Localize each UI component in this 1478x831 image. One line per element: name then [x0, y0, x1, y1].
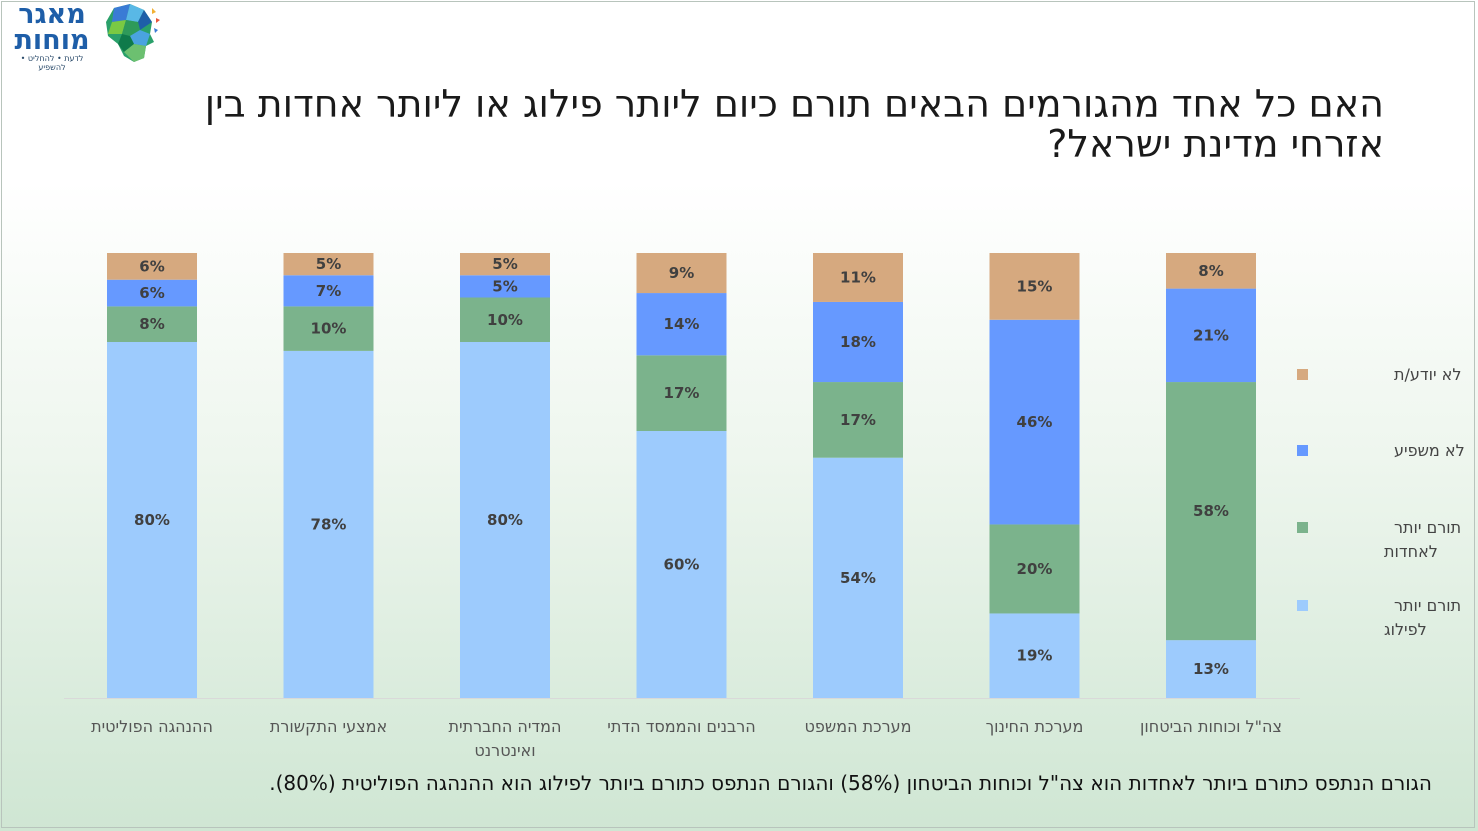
data-label: 54% [840, 569, 876, 587]
data-label: 80% [134, 511, 170, 529]
category-label: המדיה החברתית ואינטרנט [449, 717, 562, 760]
data-label: 19% [1017, 647, 1053, 665]
legend-swatch [1297, 522, 1308, 533]
data-label: 17% [840, 411, 876, 429]
data-label: 5% [492, 255, 517, 273]
bar-segment [813, 253, 903, 302]
data-label: 78% [311, 515, 347, 533]
data-label: 7% [316, 282, 341, 300]
bar-segment [989, 319, 1080, 525]
data-label: 9% [669, 264, 694, 282]
data-label: 58% [1193, 502, 1229, 520]
data-label: 14% [664, 315, 700, 333]
bar-segment [283, 350, 374, 698]
bar-segment [283, 275, 374, 307]
logo-name-line1: מאגר [18, 0, 86, 30]
bar-segment [636, 293, 727, 356]
bar-segment [1166, 382, 1256, 641]
bar-segment [813, 457, 903, 698]
maagar-mochot-logo: מאגר מוחות לדעת • להחליט • להשפיע [6, 0, 166, 72]
data-label: 80% [487, 511, 523, 529]
bar-segment [636, 253, 727, 294]
bar-segment [107, 253, 197, 280]
bar-segment [1166, 288, 1256, 383]
bar-segment [283, 306, 374, 351]
bar-segment [636, 355, 727, 431]
bar-segment [283, 253, 374, 276]
data-label: 21% [1193, 326, 1229, 344]
data-label: 6% [139, 284, 164, 302]
legend-label: לא משפיע [1394, 441, 1465, 460]
logo-name: מאגר מוחות [6, 0, 98, 56]
category-label: צה"ל וכוחות הביטחון [1140, 717, 1282, 736]
bar-segment [813, 301, 903, 383]
legend-label: תורם יותר לאחדות [1384, 518, 1461, 561]
category-label: מערכת המשפט [805, 717, 912, 736]
bar-segment [636, 431, 727, 698]
head-mosaic-icon [106, 4, 160, 62]
summary-text: הגורם הנתפס כתורם ביותר לאחדות הוא צה"ל … [269, 771, 1432, 795]
bar-segment [1166, 253, 1256, 289]
data-label: 60% [664, 556, 700, 574]
data-label: 10% [311, 320, 347, 338]
category-label: אמצעי התקשורת [270, 717, 387, 736]
data-label: 18% [840, 333, 876, 351]
bar-segment [460, 297, 550, 342]
data-label: 5% [492, 277, 517, 295]
bar-segment [107, 342, 197, 698]
bar-segment [989, 253, 1080, 320]
legend-swatch [1297, 600, 1308, 611]
bar-segment [460, 342, 550, 698]
bar-segment [1166, 640, 1256, 698]
bar-segment [460, 253, 550, 276]
bar-segment [989, 524, 1080, 614]
data-label: 11% [840, 268, 876, 286]
data-label: 6% [139, 257, 164, 275]
legend-label: תורם יותר לפילוג [1384, 596, 1461, 639]
legend-swatch [1297, 369, 1308, 380]
category-label: הרבנים והממסד הדתי [607, 717, 755, 736]
slide-title: האם כל אחד מהגורמים הבאים תורם כיום ליות… [204, 82, 1384, 166]
bar-segment [107, 279, 197, 307]
data-label: 10% [487, 311, 523, 329]
data-label: 46% [1017, 413, 1053, 431]
logo-tagline: לדעת • להחליט • להשפיע [20, 54, 84, 72]
legend-swatch [1297, 445, 1308, 456]
category-label: ההנהגה הפוליטית [91, 717, 213, 736]
data-label: 15% [1017, 277, 1053, 295]
bar-segment [107, 306, 197, 342]
bar-segment [989, 613, 1080, 698]
bar-segment [460, 275, 550, 298]
bar-segment [813, 382, 903, 458]
data-label: 8% [1198, 262, 1223, 280]
data-label: 13% [1193, 660, 1229, 678]
category-label: מערכת החינוך [986, 717, 1084, 736]
legend-label: לא יודע/ת [1394, 365, 1461, 384]
logo-name-line2: מוחות [14, 25, 90, 56]
data-label: 8% [139, 315, 164, 333]
data-label: 20% [1017, 560, 1053, 578]
data-label: 5% [316, 255, 341, 273]
data-label: 17% [664, 384, 700, 402]
